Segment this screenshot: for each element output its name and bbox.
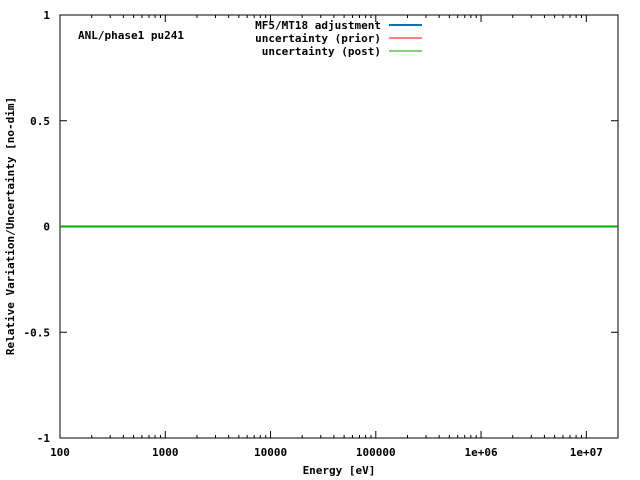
x-tick-label: 1e+06: [464, 446, 497, 459]
chart-annotation: ANL/phase1 pu241: [78, 29, 184, 42]
x-tick-label: 100: [50, 446, 70, 459]
legend-label: uncertainty (prior): [255, 32, 381, 45]
y-tick-label: 0.5: [30, 115, 50, 128]
x-tick-label: 10000: [254, 446, 287, 459]
y-tick-label: -1: [37, 432, 51, 445]
y-axis-label: Relative Variation/Uncertainty [no-dim]: [4, 97, 17, 355]
y-tick-label: 1: [43, 9, 50, 22]
x-tick-label: 100000: [356, 446, 396, 459]
tick-group: 100 1000 10000 100000 1e+06 1e+07 1 0.5 0 -0.5 -1: [24, 9, 618, 459]
legend-label: MF5/MT18 adjustment: [255, 19, 381, 32]
x-axis-label: Energy [eV]: [303, 464, 376, 477]
x-tick-label: 1e+07: [570, 446, 603, 459]
x-tick-label: 1000: [152, 446, 179, 459]
y-tick-label: -0.5: [24, 326, 51, 339]
y-tick-label: 0: [43, 221, 50, 234]
legend-label: uncertainty (post): [262, 45, 381, 58]
